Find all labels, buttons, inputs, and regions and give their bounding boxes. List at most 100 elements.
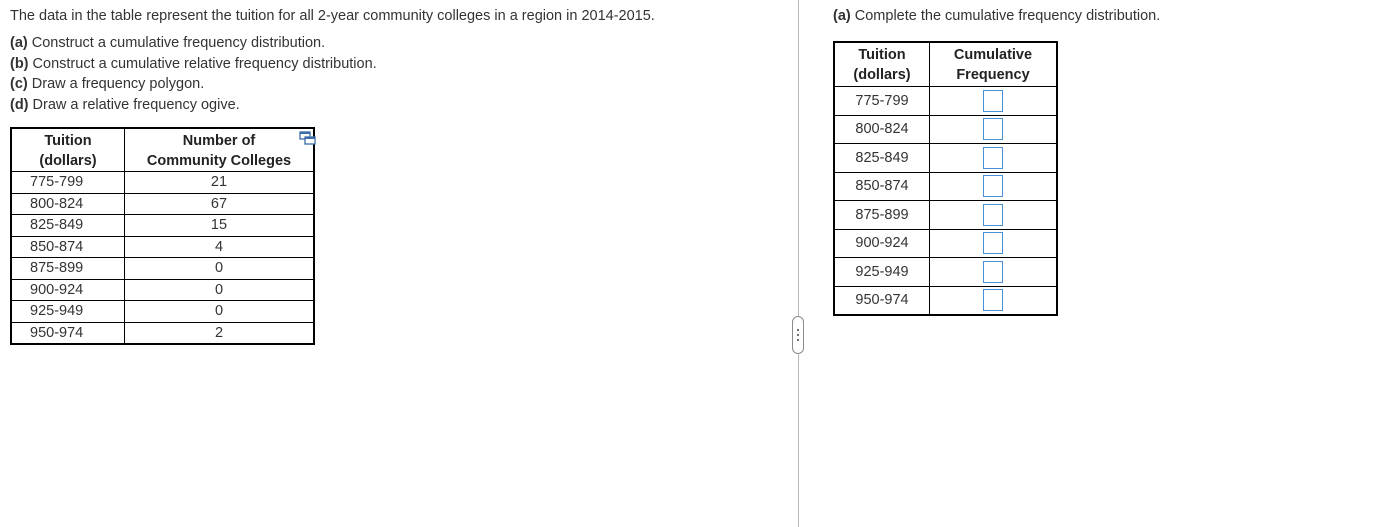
table-row: 800-824 xyxy=(834,115,1057,144)
task-b-label: (b) xyxy=(10,55,29,72)
cumulative-header-line1: Cumulative xyxy=(953,47,1033,63)
task-a-text: Construct a cumulative frequency distrib… xyxy=(27,35,326,51)
answer-cell xyxy=(929,200,1057,230)
handle-dot xyxy=(797,334,799,336)
table-row: 850-874 xyxy=(834,172,1057,201)
answer-row-range: 850-874 xyxy=(834,172,930,201)
handle-dot xyxy=(797,339,799,341)
answer-cell xyxy=(929,143,1057,173)
row-range: 925-949 xyxy=(11,300,125,323)
answer-row-range: 950-974 xyxy=(834,286,930,315)
table-row: 800-824 67 xyxy=(11,193,314,215)
pane-divider[interactable] xyxy=(798,0,799,527)
answer-row-range: 925-949 xyxy=(834,257,930,287)
pane-resize-handle-icon[interactable] xyxy=(792,316,804,354)
row-count: 21 xyxy=(124,171,314,194)
answer-cell xyxy=(929,115,1057,144)
row-range: 875-899 xyxy=(11,257,125,280)
data-table-header-row: Tuition (dollars) Number of Community Co… xyxy=(11,128,314,172)
answer-tuition-header-line1: Tuition xyxy=(858,47,906,63)
copy-to-clipboard-icon[interactable] xyxy=(299,131,316,145)
table-row: 950-974 2 xyxy=(11,322,314,344)
answer-heading: (a) Complete the cumulative frequency di… xyxy=(833,6,1160,26)
answer-cell xyxy=(929,172,1057,201)
tuition-header-line2: (dollars) xyxy=(39,153,97,169)
cumulative-frequency-input[interactable] xyxy=(983,260,1003,283)
answer-row-range: 825-849 xyxy=(834,143,930,173)
question-pane: The data in the table represent the tuit… xyxy=(10,6,780,115)
cumulative-frequency-input[interactable] xyxy=(983,203,1003,226)
row-count: 0 xyxy=(124,300,314,323)
row-count: 67 xyxy=(124,193,314,215)
count-header: Number of Community Colleges xyxy=(124,128,314,172)
row-count: 2 xyxy=(214,324,224,341)
table-row: 925-949 0 xyxy=(11,300,314,323)
cumulative-frequency-input[interactable] xyxy=(983,89,1003,112)
answer-tuition-header: Tuition (dollars) xyxy=(834,42,930,87)
task-list: (a) Construct a cumulative frequency dis… xyxy=(10,33,780,115)
answer-row-range: 775-799 xyxy=(834,86,930,116)
table-row: 950-974 xyxy=(834,286,1057,315)
task-d: (d) Draw a relative frequency ogive. xyxy=(10,95,780,116)
row-range: 850-874 xyxy=(11,236,125,258)
table-row: 875-899 xyxy=(834,200,1057,230)
task-d-label: (d) xyxy=(10,96,29,113)
row-count: 0 xyxy=(124,279,314,301)
count-header-line1: Number of xyxy=(182,133,256,149)
task-c-text: Draw a frequency polygon. xyxy=(27,76,205,92)
row-range: 900-924 xyxy=(11,279,125,301)
answer-cell xyxy=(929,86,1057,116)
answer-heading-label: (a) xyxy=(833,8,851,24)
table-row: 775-799 21 xyxy=(11,171,314,194)
row-count: 15 xyxy=(124,214,314,237)
row-range: 825-849 xyxy=(11,214,125,237)
table-row: 825-849 15 xyxy=(11,214,314,237)
answer-row-range: 900-924 xyxy=(834,229,930,258)
answer-table-header-row: Tuition (dollars) Cumulative Frequency xyxy=(834,42,1057,87)
cumulative-frequency-input[interactable] xyxy=(983,146,1003,169)
row-count: 4 xyxy=(124,236,314,258)
table-row: 775-799 xyxy=(834,86,1057,116)
copy-icon-graphic xyxy=(299,131,316,145)
count-header-line2: Community Colleges xyxy=(146,153,292,169)
cumulative-frequency-input[interactable] xyxy=(983,232,1003,255)
data-table-container: Tuition (dollars) Number of Community Co… xyxy=(10,127,315,345)
table-row: 900-924 0 xyxy=(11,279,314,301)
cumulative-frequency-header: Cumulative Frequency xyxy=(929,42,1057,87)
tuition-data-table: Tuition (dollars) Number of Community Co… xyxy=(10,127,315,345)
cumulative-frequency-input[interactable] xyxy=(983,175,1003,198)
cumulative-frequency-input[interactable] xyxy=(983,118,1003,141)
row-count: 0 xyxy=(124,257,314,280)
answer-row-range: 875-899 xyxy=(834,200,930,230)
task-d-text: Draw a relative frequency ogive. xyxy=(28,96,240,113)
answer-table-container: Tuition (dollars) Cumulative Frequency 7… xyxy=(833,41,1058,316)
cumulative-frequency-table: Tuition (dollars) Cumulative Frequency 7… xyxy=(833,41,1058,316)
cumulative-header-line2: Frequency xyxy=(956,67,1030,83)
answer-heading-text: Complete the cumulative frequency distri… xyxy=(850,8,1161,24)
table-row: 875-899 0 xyxy=(11,257,314,280)
row-range: 800-824 xyxy=(11,193,125,215)
answer-cell xyxy=(929,229,1057,258)
table-row: 850-874 4 xyxy=(11,236,314,258)
task-a: (a) Construct a cumulative frequency dis… xyxy=(10,33,780,54)
answer-cell xyxy=(930,286,1058,315)
table-row: 925-949 xyxy=(834,257,1057,287)
task-c: (c) Draw a frequency polygon. xyxy=(10,74,780,95)
cumulative-frequency-input[interactable] xyxy=(983,289,1003,312)
handle-dot xyxy=(797,329,799,331)
task-b-text: Construct a cumulative relative frequenc… xyxy=(28,55,377,72)
row-range: 950-974 xyxy=(11,322,125,344)
table-row: 825-849 xyxy=(834,143,1057,173)
answer-row-range: 800-824 xyxy=(834,115,930,144)
answer-tuition-header-line2: (dollars) xyxy=(853,67,911,83)
task-b: (b) Construct a cumulative relative freq… xyxy=(10,54,780,75)
answer-cell xyxy=(929,257,1057,287)
table-row: 900-924 xyxy=(834,229,1057,258)
question-intro: The data in the table represent the tuit… xyxy=(10,8,655,24)
row-range: 775-799 xyxy=(11,171,125,194)
tuition-header-line1: Tuition xyxy=(44,133,92,149)
task-c-label: (c) xyxy=(10,76,28,92)
answer-pane: (a) Complete the cumulative frequency di… xyxy=(833,6,1160,26)
tuition-header: Tuition (dollars) xyxy=(11,128,125,172)
task-a-label: (a) xyxy=(10,35,28,51)
